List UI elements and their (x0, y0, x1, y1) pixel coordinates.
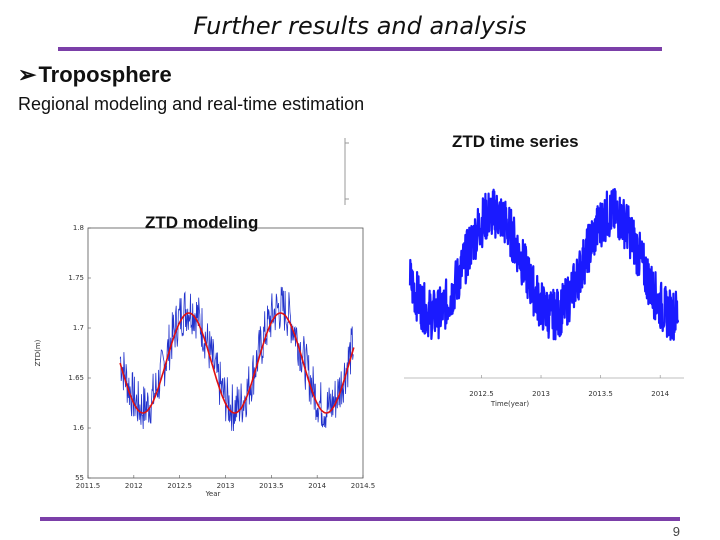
ztd-modeling-label: ZTD modeling (145, 213, 259, 232)
arrow-bullet-icon: ➢ (18, 62, 37, 87)
ztd-time-series-chart: 2012.5 2013 2013.5 2014 Time(year) (404, 188, 684, 408)
left-y-tick-label: 1.8 (73, 224, 84, 232)
left-x-tick-label: 2014 (308, 482, 326, 490)
left-x-tick-label: 2012.5 (167, 482, 192, 490)
ztd-estimates-series (408, 188, 680, 341)
left-x-tick-label: 2012 (125, 482, 143, 490)
right-x-tick-label: 2012.5 (469, 390, 494, 398)
ztd-time-series-label: ZTD time series (452, 132, 579, 151)
left-x-tick-label: 2014.5 (351, 482, 376, 490)
right-x-tick-label: 2013 (532, 390, 550, 398)
ztd-model-series (119, 312, 355, 414)
title-divider (58, 47, 662, 51)
left-y-tick-label: 1.65 (68, 374, 84, 382)
slide-title: Further results and analysis (193, 12, 527, 40)
ztd-modeling-chart: 2011.5 2012 2012.5 2013 2013.5 2014 2014.5 1.8 1… (34, 224, 375, 498)
left-ylabel: ZTD(m) (34, 339, 42, 366)
left-y-tick-label: 55 (75, 474, 84, 482)
bullet-text: Troposphere (38, 62, 172, 87)
right-x-tick-label: 2013.5 (588, 390, 613, 398)
slide-subtitle: Regional modeling and real-time estimati… (18, 94, 365, 114)
left-y-tick-label: 1.6 (73, 424, 85, 432)
left-plot-frame (87, 227, 364, 479)
page-number: 9 (672, 524, 680, 539)
left-x-tick-label: 2011.5 (76, 482, 101, 490)
footer-divider (40, 517, 680, 521)
left-x-tick-label: 2013.5 (259, 482, 284, 490)
left-xlabel: Year (205, 490, 221, 498)
left-x-tick-label: 2013 (217, 482, 235, 490)
left-y-tick-label: 1.75 (68, 274, 84, 282)
right-xlabel: Time(year) (490, 400, 529, 408)
inset-axis-remnant (344, 138, 349, 205)
ztd-observed-series (119, 286, 354, 432)
left-y-tick-label: 1.7 (73, 324, 84, 332)
right-x-tick-label: 2014 (651, 390, 669, 398)
bullet-heading: ➢ Troposphere (18, 62, 172, 88)
